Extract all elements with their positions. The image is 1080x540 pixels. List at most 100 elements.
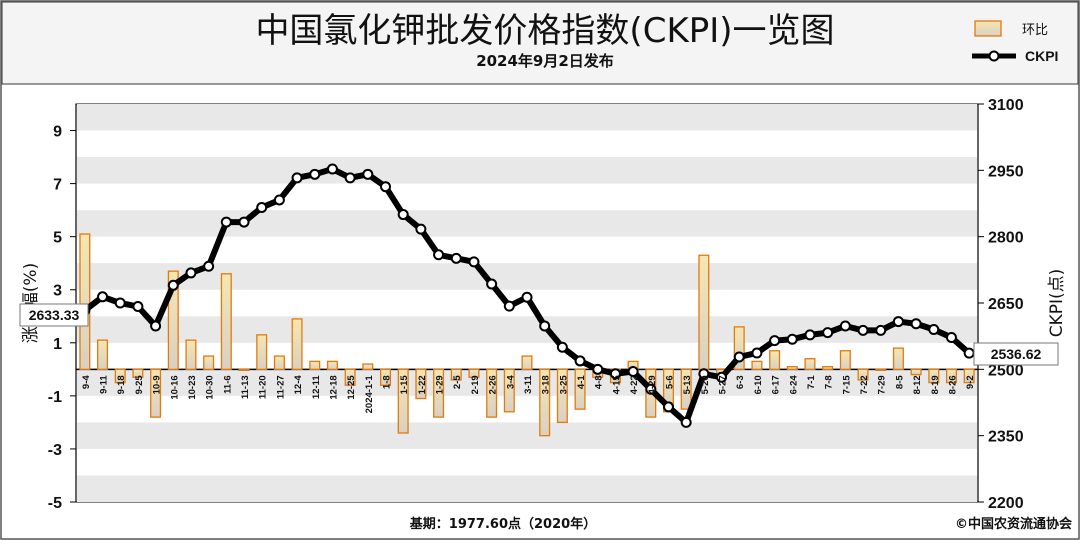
- category-label: 5-27: [718, 375, 729, 394]
- bar: [97, 339, 109, 370]
- bar: [326, 360, 338, 370]
- category-label: 6-17: [771, 375, 782, 394]
- ckpi-point: [839, 320, 851, 332]
- bar: [945, 368, 957, 384]
- ckpi-point: [662, 401, 674, 413]
- right-axis: 2200 2350 2500 2650 2800 2950 3100: [977, 97, 1024, 512]
- bar: [79, 233, 91, 370]
- category-label: 3-25: [558, 375, 569, 395]
- ckpi-point: [910, 318, 922, 330]
- ckpi-point: [185, 267, 197, 279]
- bar-series: [79, 233, 975, 437]
- bar: [963, 368, 975, 384]
- bar: [822, 366, 834, 370]
- category-label: 12-25: [346, 375, 357, 400]
- left-axis-tick-label: -1: [48, 389, 62, 406]
- bar: [362, 363, 374, 370]
- ckpi-point: [892, 316, 904, 328]
- category-label: 8-26: [947, 375, 958, 394]
- bar: [256, 334, 268, 370]
- ckpi-point: [521, 291, 533, 303]
- left-axis: -5 -3 -1 1 3 5 7 9: [48, 104, 77, 512]
- ckpi-point: [203, 260, 215, 272]
- ckpi-point: [97, 291, 109, 303]
- category-label: 11-13: [240, 375, 251, 399]
- category-label: 1-22: [417, 375, 428, 394]
- ckpi-point: [786, 333, 798, 345]
- ckpi-point: [397, 209, 409, 221]
- ckpi-point: [963, 347, 975, 359]
- bar: [291, 318, 303, 370]
- category-label: 12-4: [293, 375, 304, 395]
- ckpi-point: [609, 368, 621, 380]
- ckpi-point: [468, 256, 480, 268]
- category-label: 4-29: [647, 375, 658, 394]
- category-label: 3-11: [523, 375, 534, 394]
- bar: [698, 254, 710, 370]
- ckpi-point: [751, 347, 763, 359]
- category-label: 7-1: [806, 375, 817, 389]
- left-axis-tick-label: 1: [53, 336, 62, 353]
- bar: [521, 355, 533, 370]
- category-label: 6-10: [753, 375, 764, 394]
- category-label: 3-18: [541, 375, 552, 394]
- category-label: 2-19: [470, 375, 481, 394]
- category-label: 7-29: [877, 375, 888, 394]
- chart-subtitle: 2024年9月2日发布: [476, 52, 614, 70]
- category-label: 6-3: [735, 375, 746, 389]
- category-label: 4-8: [594, 375, 605, 389]
- bar: [433, 368, 445, 418]
- ckpi-point: [928, 324, 940, 336]
- ckpi-point: [716, 371, 728, 383]
- bar: [273, 355, 285, 370]
- ckpi-point: [822, 327, 834, 339]
- ckpi-point: [574, 355, 586, 367]
- category-label: 3-4: [505, 375, 516, 389]
- ckpi-point: [167, 279, 179, 291]
- left-axis-tick-label: 9: [53, 124, 62, 141]
- category-label: 2-26: [488, 375, 499, 394]
- bar: [503, 368, 515, 413]
- ckpi-point: [362, 168, 374, 180]
- bar: [238, 368, 250, 371]
- ckpi-point: [344, 172, 356, 184]
- category-labels: 9-4 9-11 9-18 9-25 10-9 10-16 10-23 10-30 11-6 11…: [81, 375, 976, 414]
- category-label: 4-22: [629, 375, 640, 394]
- ckpi-point: [291, 172, 303, 184]
- ckpi-point: [256, 201, 268, 213]
- bar: [839, 350, 851, 370]
- category-label: 2024-1-1: [364, 375, 375, 414]
- legend: 环比 CKPI: [972, 20, 1058, 64]
- ckpi-point: [680, 416, 692, 428]
- bar: [167, 270, 179, 370]
- chart-title: 中国氯化钾批发价格指数(CKPI)一览图: [255, 11, 834, 51]
- category-label: 9-4: [81, 375, 92, 389]
- category-label: 7-15: [841, 375, 852, 395]
- left-axis-title: 涨跌幅(%): [21, 263, 41, 343]
- legend-line-label: CKPI: [1025, 48, 1058, 64]
- grid-band: [77, 422, 977, 449]
- bar: [379, 368, 392, 386]
- legend-bar-label: 环比: [1022, 23, 1048, 38]
- category-label: 11-20: [258, 375, 269, 399]
- bar: [857, 368, 869, 381]
- category-label: 11-27: [275, 375, 286, 399]
- bar: [910, 368, 922, 376]
- end-value-callout: 2536.62: [973, 342, 1059, 366]
- end-value-box: [973, 342, 1059, 366]
- ckpi-point: [645, 383, 657, 395]
- end-value-label: 2536.62: [991, 346, 1042, 362]
- category-label: 5-13: [682, 375, 693, 394]
- category-label: 9-18: [116, 375, 127, 394]
- category-label: 12-18: [328, 375, 339, 399]
- start-value-box: [19, 303, 89, 327]
- category-label: 6-24: [788, 375, 799, 395]
- ckpi-point: [698, 368, 710, 380]
- legend-line-marker: [988, 50, 1000, 62]
- category-label: 9-11: [99, 375, 110, 394]
- category-label: 4-1: [576, 375, 587, 389]
- left-axis-tick-label: 7: [53, 177, 62, 194]
- category-label: 10-16: [169, 375, 180, 399]
